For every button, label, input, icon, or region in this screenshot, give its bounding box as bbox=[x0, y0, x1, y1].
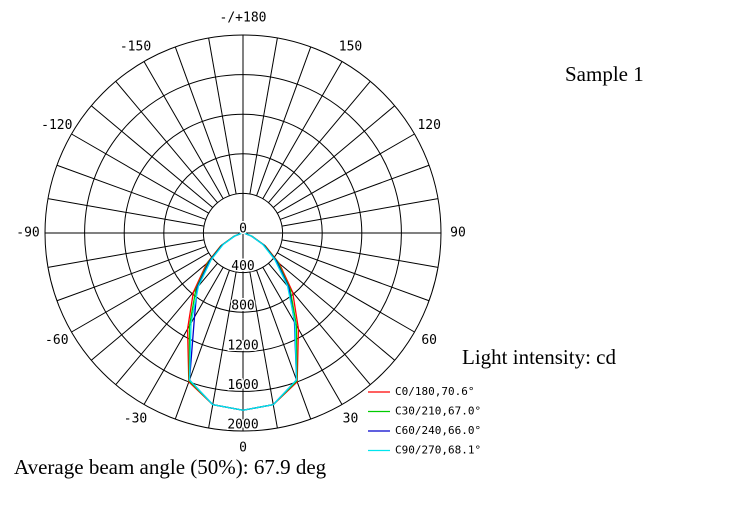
grid-spoke bbox=[208, 271, 237, 429]
grid-spoke bbox=[71, 133, 209, 214]
legend-label: C60/240,66.0° bbox=[395, 424, 481, 437]
r-tick-label: 2000 bbox=[227, 418, 258, 433]
angle-tick-label: 60 bbox=[421, 333, 437, 348]
grid-spoke bbox=[256, 270, 312, 420]
legend-label: C90/270,68.1° bbox=[395, 444, 481, 457]
grid-spoke bbox=[281, 239, 439, 268]
grid-spoke bbox=[115, 81, 218, 203]
grid-spoke bbox=[91, 105, 213, 208]
r-tick-label: 400 bbox=[231, 259, 254, 274]
grid-spoke bbox=[262, 61, 343, 199]
angle-tick-label: -/+180 bbox=[220, 11, 267, 26]
angle-tick-label: -60 bbox=[45, 333, 68, 348]
grid-spoke bbox=[256, 46, 312, 196]
angle-tick-label: -30 bbox=[124, 412, 147, 427]
angle-tick-label: -150 bbox=[120, 39, 151, 54]
grid-spoke bbox=[56, 164, 206, 220]
grid-spoke bbox=[47, 239, 205, 268]
grid-spoke bbox=[143, 267, 224, 405]
grid-spoke bbox=[208, 37, 237, 195]
grid-spoke bbox=[249, 271, 278, 429]
chart-title: Sample 1 bbox=[565, 62, 644, 86]
grid-spoke bbox=[143, 61, 224, 199]
grid-spoke bbox=[277, 252, 415, 333]
angle-tick-label: 30 bbox=[343, 412, 359, 427]
unit-label: Light intensity: cd bbox=[462, 345, 616, 369]
r-tick-label: 800 bbox=[231, 299, 254, 314]
grid-spoke bbox=[268, 81, 371, 203]
r-tick-label: 1200 bbox=[227, 338, 258, 353]
grid-spoke bbox=[280, 246, 430, 302]
legend-label: C0/180,70.6° bbox=[395, 385, 474, 398]
grid-spoke bbox=[281, 198, 439, 227]
angle-tick-label: 0 bbox=[239, 441, 247, 456]
angle-tick-label: 150 bbox=[339, 39, 362, 54]
grid-spoke bbox=[262, 267, 343, 405]
grid-spoke bbox=[174, 270, 230, 420]
angle-tick-label: -90 bbox=[16, 226, 39, 241]
intensity-curve bbox=[188, 232, 298, 411]
r-tick-label: 1600 bbox=[227, 378, 258, 393]
grid-spoke bbox=[280, 164, 430, 220]
grid-spoke bbox=[47, 198, 205, 227]
angle-tick-label: -120 bbox=[41, 118, 72, 133]
grid-spoke bbox=[71, 252, 209, 333]
grid-spoke bbox=[91, 258, 213, 361]
grid-spoke bbox=[249, 37, 278, 195]
angle-tick-label: 90 bbox=[450, 226, 466, 241]
grid-spoke bbox=[277, 133, 415, 214]
grid-spoke bbox=[56, 246, 206, 302]
footer-note: Average beam angle (50%): 67.9 deg bbox=[14, 455, 327, 479]
grid-spoke bbox=[273, 105, 395, 208]
legend-label: C30/210,67.0° bbox=[395, 405, 481, 418]
grid-spoke bbox=[273, 258, 395, 361]
grid-spoke bbox=[115, 263, 218, 385]
r-tick-label: 0 bbox=[239, 222, 247, 237]
grid-spoke bbox=[268, 263, 371, 385]
angle-tick-label: 120 bbox=[417, 118, 440, 133]
grid-spoke bbox=[174, 46, 230, 196]
